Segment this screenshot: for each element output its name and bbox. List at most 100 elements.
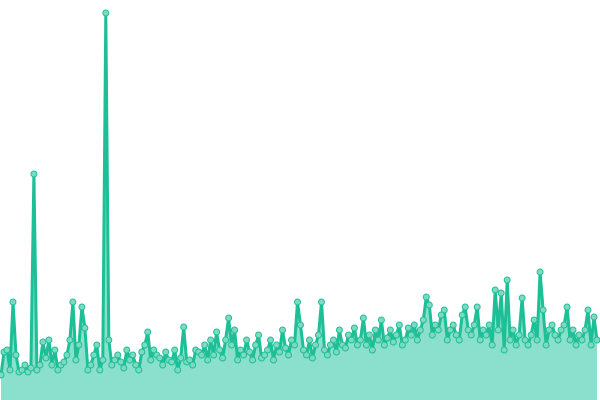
data-point <box>132 361 140 369</box>
data-point <box>593 336 600 344</box>
data-point <box>578 336 586 344</box>
data-point <box>488 341 496 349</box>
data-point <box>374 336 382 344</box>
data-point <box>3 346 11 354</box>
data-point <box>48 361 56 369</box>
data-point <box>587 341 595 349</box>
data-point <box>362 341 370 349</box>
data-points <box>0 9 600 379</box>
data-point <box>231 326 239 334</box>
data-point <box>353 341 361 349</box>
data-point <box>557 326 565 334</box>
data-point <box>422 293 430 301</box>
data-point <box>66 336 74 344</box>
data-point <box>51 346 59 354</box>
data-point <box>96 366 104 374</box>
data-point <box>560 321 568 329</box>
data-point <box>228 341 236 349</box>
data-point <box>72 356 80 364</box>
data-point <box>332 348 340 356</box>
data-point <box>171 346 179 354</box>
data-point <box>39 338 47 346</box>
data-point <box>398 341 406 349</box>
data-point <box>314 331 322 339</box>
data-point <box>267 336 275 344</box>
data-point <box>548 321 556 329</box>
data-point <box>377 316 385 324</box>
data-point <box>276 348 284 356</box>
data-point <box>431 321 439 329</box>
data-point <box>440 306 448 314</box>
data-point <box>210 351 218 359</box>
data-point <box>527 331 535 339</box>
data-point <box>225 314 233 322</box>
data-point <box>279 326 287 334</box>
data-point <box>356 336 364 344</box>
data-point <box>21 361 29 369</box>
data-point <box>201 341 209 349</box>
data-point <box>449 321 457 329</box>
data-point <box>521 336 529 344</box>
data-point <box>407 331 415 339</box>
data-point <box>302 351 310 359</box>
data-point <box>78 303 86 311</box>
data-point <box>222 336 230 344</box>
data-point <box>536 268 544 276</box>
data-point <box>246 348 254 356</box>
data-point <box>186 356 194 364</box>
data-point <box>590 313 598 321</box>
data-point <box>234 356 242 364</box>
data-point <box>464 326 472 334</box>
data-point <box>54 366 62 374</box>
data-point <box>515 331 523 339</box>
data-point <box>482 331 490 339</box>
data-point <box>551 331 559 339</box>
data-point <box>168 358 176 366</box>
data-point <box>503 276 511 284</box>
data-point <box>473 303 481 311</box>
data-point <box>144 328 152 336</box>
data-point <box>105 336 113 344</box>
data-point <box>386 326 394 334</box>
data-point <box>563 303 571 311</box>
data-point <box>443 336 451 344</box>
data-point <box>198 351 206 359</box>
data-point <box>335 326 343 334</box>
data-point <box>213 328 221 336</box>
data-point <box>350 324 358 332</box>
data-point <box>207 336 215 344</box>
data-point <box>174 366 182 374</box>
data-point <box>572 341 580 349</box>
data-point <box>111 356 119 364</box>
data-point <box>434 326 442 334</box>
data-point <box>237 346 245 354</box>
data-point <box>264 346 272 354</box>
data-point <box>308 354 316 362</box>
data-point <box>108 361 116 369</box>
data-point <box>539 306 547 314</box>
data-point <box>500 346 508 354</box>
data-point <box>395 321 403 329</box>
data-point <box>512 341 520 349</box>
data-point <box>156 354 164 362</box>
data-point <box>455 336 463 344</box>
data-point <box>509 326 517 334</box>
data-point <box>491 286 499 294</box>
data-point <box>6 366 14 374</box>
data-point <box>219 354 227 362</box>
data-point <box>63 351 71 359</box>
data-point <box>437 311 445 319</box>
data-point <box>291 341 299 349</box>
data-point <box>36 361 44 369</box>
data-point <box>425 301 433 309</box>
data-point <box>147 356 155 364</box>
data-point <box>524 341 532 349</box>
data-point <box>452 331 460 339</box>
data-point <box>329 336 337 344</box>
data-point <box>117 358 125 366</box>
data-point <box>326 341 334 349</box>
data-point <box>533 336 541 344</box>
data-point <box>180 323 188 331</box>
data-point <box>389 338 397 346</box>
data-point <box>581 326 589 334</box>
